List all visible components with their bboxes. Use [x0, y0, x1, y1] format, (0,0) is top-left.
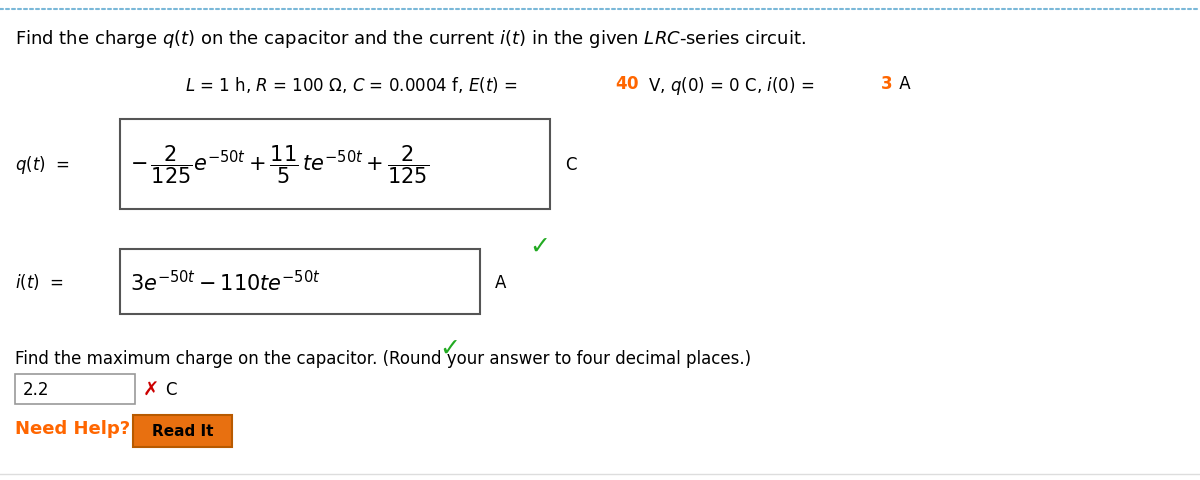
FancyBboxPatch shape: [133, 415, 232, 447]
FancyBboxPatch shape: [14, 374, 134, 404]
Text: V, $q(0)$ = 0 C, $i(0)$ =: V, $q(0)$ = 0 C, $i(0)$ =: [643, 75, 816, 97]
Text: ✗: ✗: [143, 380, 160, 399]
Text: Read It: Read It: [151, 424, 214, 439]
Text: Need Help?: Need Help?: [14, 419, 130, 437]
Text: $\mathbf{40}$: $\mathbf{40}$: [616, 75, 640, 93]
FancyBboxPatch shape: [120, 120, 550, 210]
Text: $L$ = 1 h, $R$ = 100 $\Omega$, $C$ = 0.0004 f, $E(t)$ =: $L$ = 1 h, $R$ = 100 $\Omega$, $C$ = 0.0…: [185, 75, 520, 95]
Text: $-\,\dfrac{2}{125}e^{-50t} + \dfrac{11}{5}\,te^{-50t} + \dfrac{2}{125}$: $-\,\dfrac{2}{125}e^{-50t} + \dfrac{11}{…: [130, 144, 430, 186]
Text: C: C: [565, 156, 576, 174]
Text: $\mathbf{3}$: $\mathbf{3}$: [880, 75, 893, 93]
Text: ✓: ✓: [529, 235, 551, 258]
Text: C: C: [166, 380, 176, 398]
Text: $q(t)$  =: $q(t)$ =: [14, 154, 70, 176]
Text: A: A: [496, 273, 506, 291]
Text: Find the maximum charge on the capacitor. (Round your answer to four decimal pla: Find the maximum charge on the capacitor…: [14, 349, 751, 367]
Text: A: A: [894, 75, 911, 93]
Text: $3e^{-50t} - 110te^{-50t}$: $3e^{-50t} - 110te^{-50t}$: [130, 269, 320, 295]
Text: ✓: ✓: [439, 336, 461, 360]
FancyBboxPatch shape: [120, 250, 480, 314]
Text: Find the charge $q(t)$ on the capacitor and the current $i(t)$ in the given $LRC: Find the charge $q(t)$ on the capacitor …: [14, 28, 806, 50]
Text: $i(t)$  =: $i(t)$ =: [14, 272, 64, 292]
Text: 2.2: 2.2: [23, 380, 49, 398]
